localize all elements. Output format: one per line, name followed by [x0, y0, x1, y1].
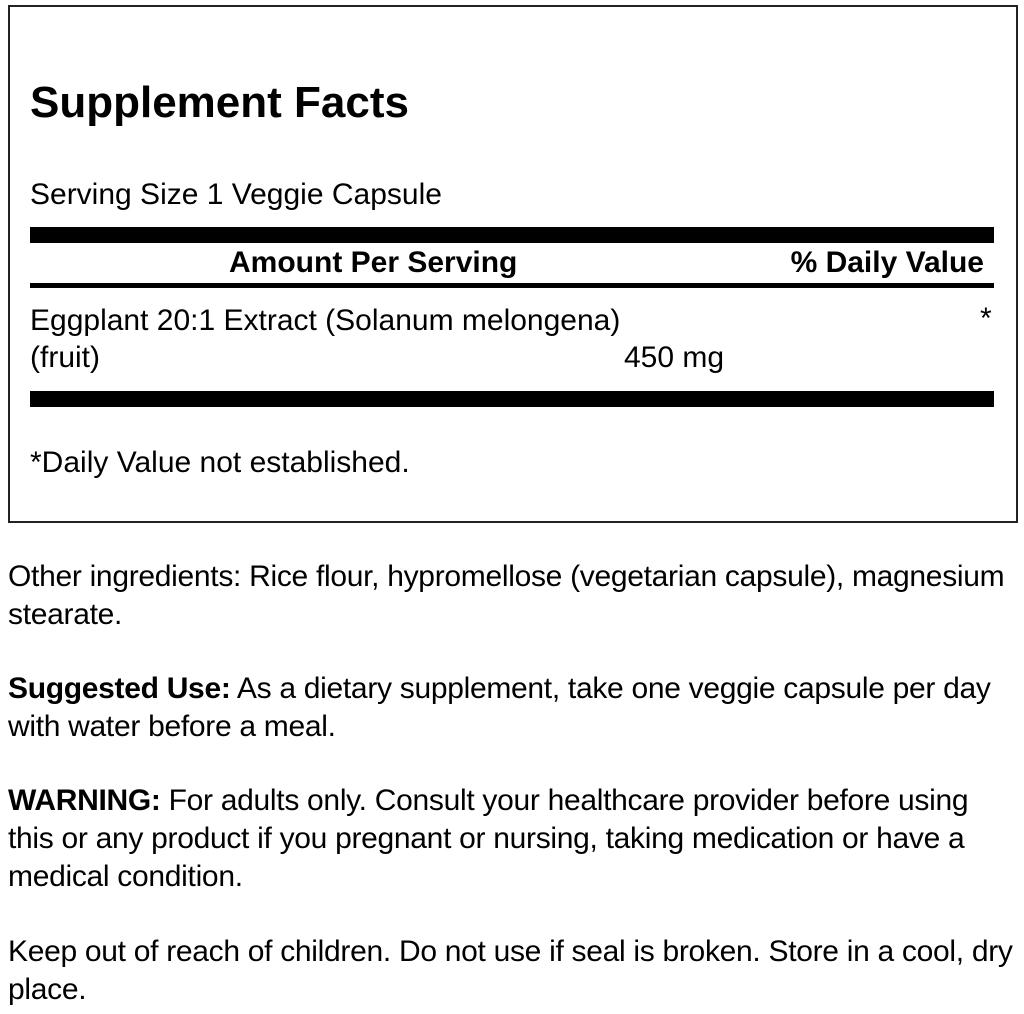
thick-divider: [30, 227, 994, 243]
other-ingredients: Other ingredients: Rice flour, hypromell…: [8, 560, 1005, 631]
ingredient-name: Eggplant 20:1 Extract (Solanum melongena…: [30, 304, 621, 337]
suggested-use-text: As a dietary supplement, take one veggie…: [8, 672, 991, 743]
suggested-use-label: Suggested Use:: [8, 672, 231, 705]
ingredient-dv: *: [980, 302, 992, 335]
supplement-facts-panel: [8, 5, 1018, 523]
header-daily-value: % Daily Value: [790, 246, 984, 279]
facts-title: Supplement Facts: [30, 78, 409, 127]
warning-label: WARNING:: [8, 784, 161, 817]
warning-text: For adults only. Consult your healthcare…: [8, 784, 969, 893]
warning: WARNING: For adults only. Consult your h…: [8, 782, 1018, 896]
header-amount-per-serving: Amount Per Serving: [229, 246, 518, 279]
ingredient-part: (fruit): [30, 341, 100, 374]
ingredient-amount: 450 mg: [624, 341, 725, 374]
serving-size: Serving Size 1 Veggie Capsule: [30, 178, 442, 211]
thin-divider: [30, 283, 994, 288]
suggested-use: Suggested Use: As a dietary supplement, …: [8, 670, 1018, 746]
footnote: *Daily Value not established.: [30, 446, 410, 479]
storage-instructions: Keep out of reach of children. Do not us…: [8, 935, 1013, 1006]
thick-divider: [30, 391, 994, 407]
